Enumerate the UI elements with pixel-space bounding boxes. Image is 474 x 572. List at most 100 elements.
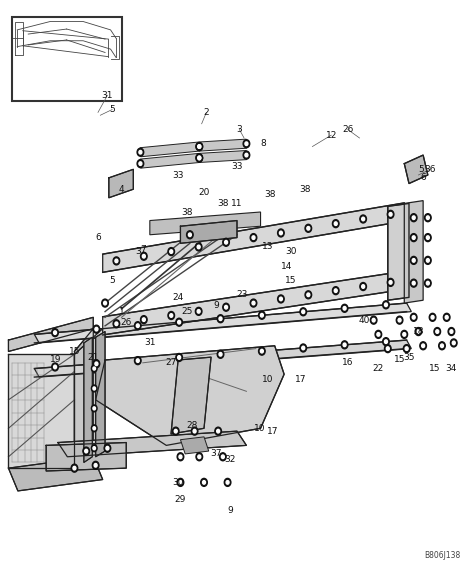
Text: 1: 1 — [118, 307, 125, 316]
Polygon shape — [9, 354, 74, 468]
Circle shape — [217, 350, 224, 358]
Text: 8: 8 — [260, 139, 266, 148]
Polygon shape — [199, 150, 246, 162]
Text: 26: 26 — [342, 125, 354, 134]
Text: 4: 4 — [119, 185, 124, 194]
Text: 6: 6 — [95, 233, 101, 242]
Circle shape — [410, 214, 417, 222]
Circle shape — [412, 259, 415, 262]
Polygon shape — [181, 221, 237, 243]
Circle shape — [198, 156, 201, 160]
Circle shape — [422, 344, 425, 348]
Circle shape — [198, 145, 201, 148]
Circle shape — [383, 337, 389, 345]
Circle shape — [438, 342, 445, 349]
Polygon shape — [103, 203, 404, 272]
Circle shape — [362, 217, 365, 221]
Circle shape — [415, 328, 422, 336]
Polygon shape — [404, 155, 428, 184]
Circle shape — [225, 305, 228, 309]
Circle shape — [360, 215, 366, 223]
Circle shape — [18, 45, 20, 47]
Circle shape — [387, 210, 394, 219]
Circle shape — [91, 385, 97, 392]
Circle shape — [372, 319, 375, 322]
Circle shape — [73, 466, 76, 470]
Text: 11: 11 — [231, 199, 243, 208]
Circle shape — [43, 23, 46, 28]
Circle shape — [85, 449, 88, 453]
Polygon shape — [35, 340, 411, 377]
Circle shape — [44, 41, 46, 43]
Circle shape — [245, 153, 248, 157]
Circle shape — [137, 324, 139, 328]
Circle shape — [410, 256, 417, 264]
Text: 38: 38 — [300, 185, 311, 194]
Text: 18: 18 — [413, 327, 424, 336]
Text: 31: 31 — [144, 339, 155, 347]
Circle shape — [425, 279, 431, 287]
Circle shape — [140, 252, 147, 260]
Circle shape — [196, 154, 202, 162]
Text: 34: 34 — [446, 364, 457, 373]
Circle shape — [174, 430, 177, 433]
Polygon shape — [404, 201, 423, 303]
Circle shape — [412, 216, 415, 220]
Circle shape — [95, 327, 98, 331]
Polygon shape — [109, 169, 133, 198]
Circle shape — [196, 154, 202, 162]
Circle shape — [198, 156, 201, 160]
Circle shape — [93, 387, 95, 390]
Circle shape — [137, 160, 144, 168]
Circle shape — [341, 304, 348, 312]
Circle shape — [226, 480, 229, 484]
Circle shape — [195, 307, 202, 315]
Polygon shape — [140, 142, 200, 157]
Circle shape — [110, 38, 114, 42]
Circle shape — [110, 54, 114, 58]
Circle shape — [115, 322, 118, 325]
Circle shape — [410, 279, 417, 287]
Circle shape — [250, 233, 257, 241]
Circle shape — [384, 340, 387, 343]
Circle shape — [140, 316, 147, 324]
Circle shape — [176, 318, 182, 326]
Circle shape — [341, 341, 348, 349]
Circle shape — [245, 142, 248, 145]
Circle shape — [440, 344, 444, 348]
Text: 5: 5 — [109, 105, 115, 114]
Circle shape — [425, 256, 431, 264]
Circle shape — [410, 313, 417, 321]
Circle shape — [173, 427, 179, 435]
Circle shape — [93, 360, 100, 368]
Circle shape — [384, 344, 391, 352]
Text: 32: 32 — [224, 455, 236, 464]
Text: 15: 15 — [429, 364, 441, 373]
Circle shape — [76, 25, 80, 30]
Circle shape — [426, 281, 429, 285]
Text: 15: 15 — [69, 347, 80, 356]
Circle shape — [196, 142, 202, 150]
Circle shape — [445, 316, 448, 319]
Text: 21: 21 — [88, 353, 99, 362]
Circle shape — [215, 427, 221, 435]
Circle shape — [168, 248, 174, 256]
Circle shape — [94, 463, 97, 467]
Text: 17: 17 — [295, 375, 306, 384]
Circle shape — [191, 427, 198, 435]
Polygon shape — [9, 317, 93, 351]
Text: 9: 9 — [213, 301, 219, 311]
Circle shape — [93, 427, 95, 430]
Text: 28: 28 — [187, 421, 198, 430]
Circle shape — [426, 259, 429, 262]
Circle shape — [188, 233, 191, 237]
Circle shape — [92, 462, 99, 469]
Circle shape — [18, 43, 21, 48]
Circle shape — [170, 313, 173, 317]
Circle shape — [139, 150, 142, 154]
Circle shape — [93, 447, 95, 450]
Circle shape — [450, 339, 457, 347]
Polygon shape — [171, 357, 211, 434]
Circle shape — [405, 347, 408, 351]
Circle shape — [383, 301, 389, 309]
